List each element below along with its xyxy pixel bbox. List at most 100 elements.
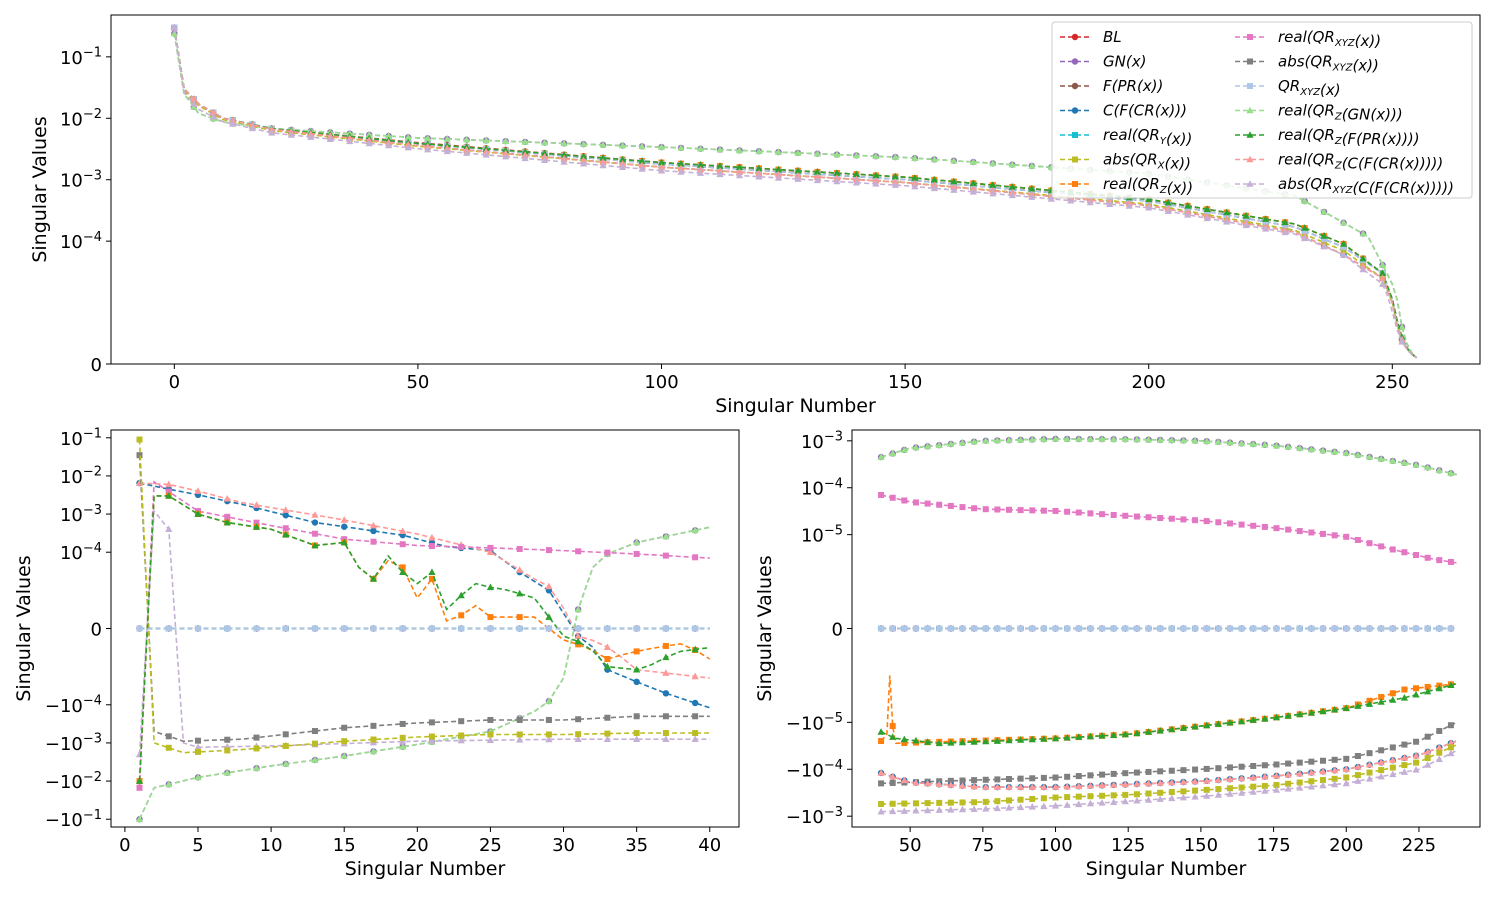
- legend-marker: [1247, 34, 1253, 40]
- data-point-realQRZFPR: [1164, 198, 1172, 206]
- data-point-absQRX: [1145, 790, 1152, 797]
- data-point-realQRZFPR: [1110, 731, 1118, 738]
- data-point-realQRZFPR: [369, 575, 378, 582]
- data-point-QRXYZ: [1250, 625, 1257, 632]
- data-point-realQRXYZ: [1436, 557, 1443, 564]
- data-point-realQRXYZ: [545, 547, 552, 554]
- y-tick-label: −10−5: [786, 711, 843, 734]
- data-point-realQRXYZ: [982, 506, 989, 513]
- series-realQRZFPR: [877, 681, 1457, 747]
- data-point-realQRZGN: [923, 442, 932, 450]
- data-point-absQRX: [575, 731, 582, 738]
- data-point-realQRXYZ: [1378, 543, 1385, 550]
- data-point-absQRXYZCFCR: [930, 184, 938, 192]
- data-point-realQRZFPR: [1281, 218, 1289, 226]
- data-point-absQRXYZCFCR: [463, 149, 471, 156]
- data-point-realQRZFPR: [428, 568, 436, 575]
- data-point-absQRX: [1261, 782, 1268, 789]
- data-point-realQRZFPR: [1098, 731, 1106, 739]
- series-realQRZCFCR: [877, 739, 1457, 790]
- data-point-realQRZGN: [385, 132, 393, 139]
- data-point-realQRZCFCR: [1191, 777, 1199, 785]
- data-point-absQRX: [165, 744, 172, 751]
- data-point-realQRXYZ: [1203, 518, 1210, 525]
- data-point-realQRZFPR: [696, 161, 705, 168]
- data-point-absQRXYZ: [889, 779, 896, 786]
- data-point-QRXYZ: [1378, 625, 1385, 632]
- data-point-realQRZFPR: [1400, 694, 1409, 701]
- data-point-QRXYZ: [1413, 625, 1420, 632]
- data-point-QRXYZ: [901, 625, 908, 632]
- data-point-absQRX: [194, 748, 201, 755]
- y-tick-label: 10−3: [801, 430, 843, 453]
- data-point-absQRX: [487, 731, 494, 738]
- data-point-realQRXYZ: [1354, 536, 1361, 543]
- y-tick-label: −10−3: [45, 732, 102, 755]
- data-point-realQRZGN: [1017, 436, 1025, 443]
- data-point-absQRXYZCFCR: [1424, 761, 1432, 768]
- data-point-absQRX: [1133, 791, 1140, 798]
- data-point-absQRX: [311, 740, 318, 747]
- data-point-QRXYZ: [575, 625, 582, 632]
- data-point-absQRXYZCFCR: [516, 736, 524, 743]
- data-point-realQRXYZ: [1285, 526, 1292, 533]
- data-point-realQRZFPR: [1214, 720, 1222, 727]
- data-point-absQRXYZCFCR: [307, 133, 315, 140]
- data-point-absQRX: [1436, 749, 1443, 756]
- data-point-realQRZFPR: [599, 154, 607, 161]
- legend-item-absQRXYZ: abs(QRXYZ(x)): [1235, 53, 1379, 75]
- data-point-absQRXYZ: [1261, 762, 1268, 769]
- data-point-realQRZFPR: [1412, 690, 1420, 698]
- data-point-QRXYZ: [1366, 625, 1373, 632]
- data-point-absQRXYZCFCR: [385, 141, 393, 149]
- data-point-realQRXYZ: [458, 543, 465, 550]
- y-tick-label: 10−2: [60, 107, 102, 130]
- data-point-realQRZCFCR: [1133, 780, 1141, 787]
- legend-item-realQRZ: real(QRZ(x)): [1060, 175, 1193, 197]
- data-point-realQRZGN: [165, 780, 173, 788]
- data-point-absQRXYZ: [458, 718, 465, 725]
- data-point-realQRZGN: [1261, 441, 1269, 448]
- data-point-realQRZCFCR: [540, 152, 549, 160]
- data-point-realQRZGN: [560, 139, 568, 147]
- data-point-absQRX: [924, 800, 931, 807]
- data-point-realQRZGN: [1424, 463, 1432, 471]
- data-point-realQRZFPR: [1424, 687, 1432, 695]
- x-tick-label: 150: [1184, 835, 1218, 856]
- data-point-realQRZCFCR: [1400, 754, 1409, 761]
- series-line-absQRXYZCFCR: [173, 27, 1418, 359]
- series-absQRXYZCFCR: [135, 508, 710, 758]
- data-point-realQRZFPR: [399, 568, 407, 575]
- data-point-absQRXYZCFCR: [813, 176, 822, 184]
- data-point-realQRZCFCR: [1110, 781, 1118, 788]
- data-point-absQRXYZCFCR: [1214, 791, 1222, 798]
- legend-item-realQRY: real(QRY(x)): [1060, 126, 1192, 148]
- data-point-realQRZCFCR: [982, 783, 990, 790]
- data-point-realQRZGN: [1110, 435, 1118, 442]
- data-point-absQRXYZCFCR: [1378, 280, 1387, 287]
- data-point-absQRXYZCFCR: [969, 188, 977, 195]
- data-point-absQRXYZ: [1238, 763, 1245, 770]
- data-point-absQRXYZCFCR: [428, 737, 436, 744]
- data-point-realQRZFPR: [891, 172, 899, 180]
- data-point-realQRZCFCR: [428, 533, 436, 541]
- data-point-absQRXYZ: [878, 780, 885, 787]
- data-point-realQRZFPR: [1005, 736, 1013, 744]
- legend-item-realQRZFPR: real(QRZ(F(PR(x)))): [1235, 126, 1420, 148]
- data-point-realQRZFPR: [1365, 700, 1374, 707]
- x-tick-label: 175: [1256, 835, 1290, 856]
- data-point-QRXYZ: [399, 625, 406, 632]
- data-point-realQRZCFCR: [282, 506, 290, 513]
- data-point-realQRXYZ: [889, 494, 896, 501]
- data-point-QRXYZ: [1064, 625, 1071, 632]
- data-point-QRXYZ: [1261, 625, 1268, 632]
- data-point-QRXYZ: [1331, 625, 1338, 632]
- data-point-realQRZFPR: [282, 530, 290, 538]
- data-point-realQRZGN: [1365, 453, 1374, 460]
- data-point-realQRXYZ: [1006, 506, 1012, 513]
- data-point-QRXYZ: [1226, 625, 1233, 632]
- data-point-absQRX: [1157, 789, 1164, 796]
- data-point-absQRX: [1389, 764, 1396, 771]
- data-point-absQRXYZCFCR: [900, 807, 908, 814]
- data-point-realQRZFPR: [1051, 734, 1060, 742]
